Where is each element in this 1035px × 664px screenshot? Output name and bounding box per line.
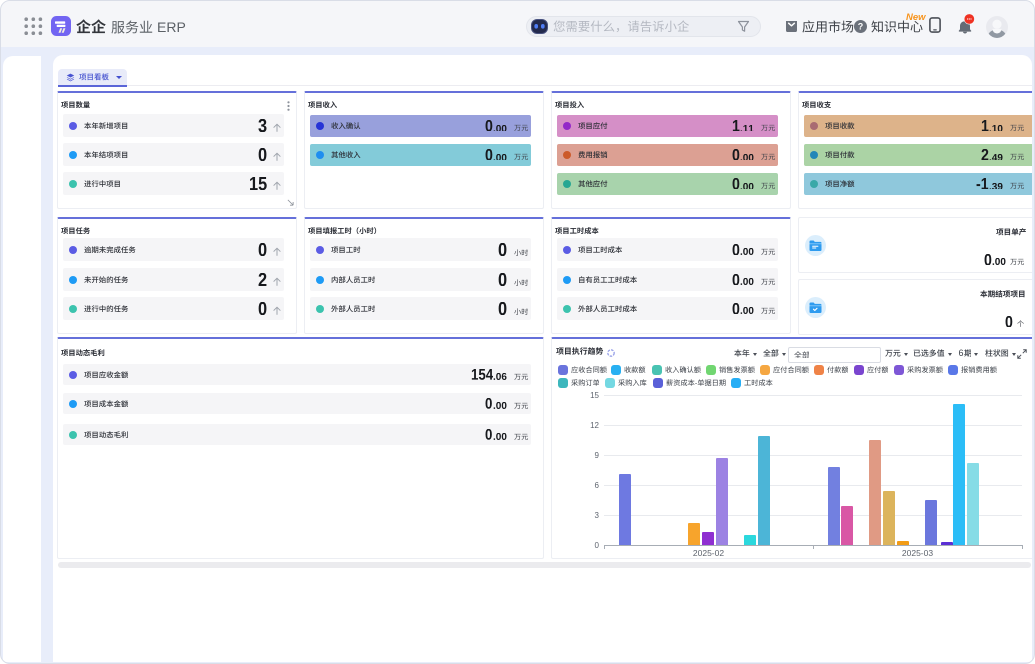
svg-text:?: ?	[858, 22, 864, 32]
